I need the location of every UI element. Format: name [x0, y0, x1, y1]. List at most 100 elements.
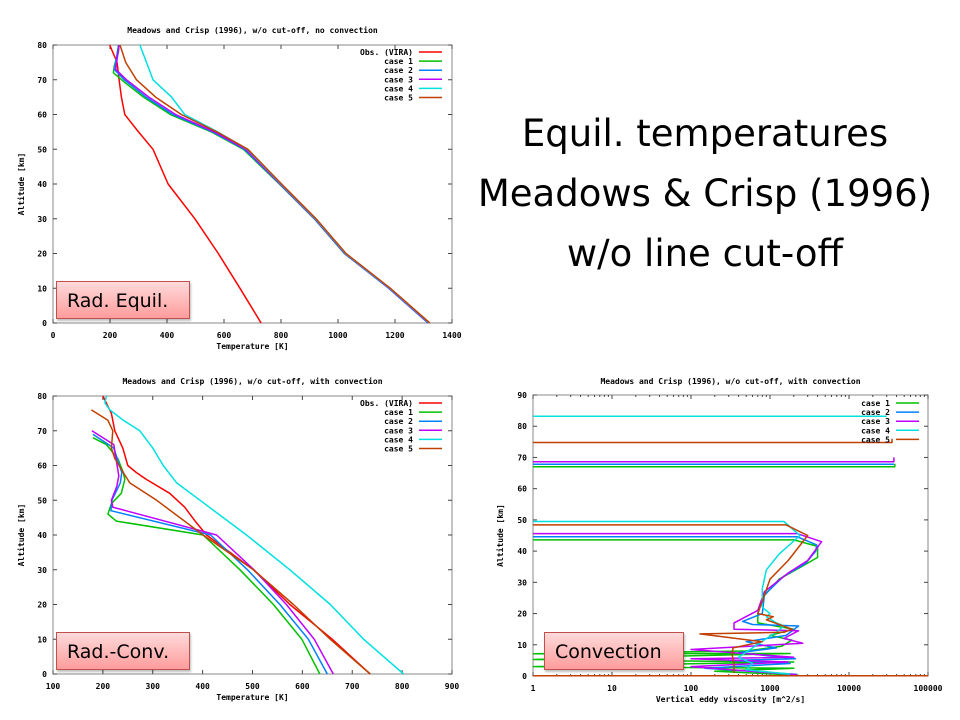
- series-line: [533, 463, 896, 468]
- y-tick-label: 70: [37, 427, 47, 436]
- y-tick-label: 80: [517, 422, 527, 431]
- x-tick-label: 1400: [442, 331, 461, 340]
- x-tick-label: 10: [607, 684, 617, 693]
- series-line: [533, 438, 893, 444]
- legend-label: case 3: [384, 426, 413, 435]
- y-tick-label: 60: [517, 485, 527, 494]
- series-line: [91, 430, 334, 675]
- chart-2: Meadows and Crisp (1996), w/o cut-off, w…: [16, 376, 459, 702]
- y-tick-label: 20: [517, 610, 527, 619]
- y-tick-label: 20: [37, 601, 47, 610]
- y-axis-label: Altitude [km]: [16, 153, 26, 216]
- series-case-3: [91, 430, 334, 675]
- y-tick-label: 20: [37, 250, 47, 259]
- heading-line-2: Meadows & Crisp (1996): [477, 172, 933, 215]
- x-tick-label: 400: [160, 331, 175, 340]
- y-axis-label: Altitude [km]: [16, 504, 26, 567]
- chart-title: Meadows and Crisp (1996), w/o cut-off, n…: [127, 25, 378, 35]
- x-tick-label: 800: [274, 331, 289, 340]
- series-line: [104, 395, 405, 675]
- x-tick-label: 1: [531, 684, 536, 693]
- y-tick-label: 0: [42, 319, 47, 328]
- y-tick-label: 40: [37, 531, 47, 540]
- y-tick-label: 30: [37, 566, 47, 575]
- legend-label: case 3: [861, 417, 890, 426]
- y-tick-label: 10: [37, 635, 47, 644]
- x-tick-label: 100000: [914, 684, 943, 693]
- series-case-5: [91, 409, 371, 675]
- legend-label: case 4: [384, 435, 413, 444]
- y-axis-label: Altitude [km]: [495, 504, 505, 567]
- x-tick-label: 400: [195, 682, 210, 691]
- y-tick-label: 10: [37, 284, 47, 293]
- x-tick-label: 200: [103, 331, 118, 340]
- x-tick-label: 800: [395, 682, 410, 691]
- legend-label: case 5: [384, 94, 413, 103]
- x-tick-label: 300: [146, 682, 161, 691]
- legend-label: case 2: [861, 408, 890, 417]
- legend-label: Obs. (VIRA): [360, 399, 413, 408]
- y-tick-label: 0: [42, 670, 47, 679]
- legend-label: case 4: [384, 84, 413, 93]
- series-line: [102, 395, 371, 675]
- y-tick-label: 30: [37, 215, 47, 224]
- y-tick-label: 50: [517, 516, 527, 525]
- series-case-4: [533, 415, 887, 675]
- legend-label: case 2: [384, 66, 413, 75]
- series-line: [119, 44, 431, 324]
- legend-label: case 1: [384, 57, 413, 66]
- y-tick-label: 70: [37, 76, 47, 85]
- convection-label: Convection: [544, 632, 684, 670]
- legend-label: case 5: [861, 435, 890, 444]
- series-case-4: [104, 395, 405, 675]
- y-tick-label: 40: [37, 180, 47, 189]
- legend-label: case 3: [384, 75, 413, 84]
- heading-line-1: Equil. temperatures: [521, 112, 889, 155]
- x-tick-label: 1000: [328, 331, 347, 340]
- y-tick-label: 0: [522, 672, 527, 681]
- legend-label: Obs. (VIRA): [360, 48, 413, 57]
- x-axis-label: Temperature [K]: [216, 693, 288, 702]
- x-tick-label: 100: [684, 684, 699, 693]
- x-tick-label: 500: [245, 682, 260, 691]
- x-tick-label: 1200: [385, 331, 404, 340]
- legend-label: case 1: [861, 399, 890, 408]
- legend-label: case 4: [861, 426, 890, 435]
- series-case-5: [533, 438, 928, 677]
- x-tick-label: 0: [51, 331, 56, 340]
- rad-equil-label: Rad. Equil.: [56, 281, 190, 319]
- x-axis-label: Vertical eddy viscosity [m^2/s]: [656, 694, 805, 704]
- y-tick-label: 50: [37, 145, 47, 154]
- series-line: [533, 524, 809, 673]
- y-tick-label: 90: [517, 391, 527, 400]
- series-line: [533, 520, 801, 675]
- y-tick-label: 60: [37, 462, 47, 471]
- x-tick-label: 200: [96, 682, 111, 691]
- series-line: [533, 532, 823, 676]
- legend-label: case 1: [384, 408, 413, 417]
- y-tick-label: 70: [517, 453, 527, 462]
- y-tick-label: 40: [517, 547, 527, 556]
- x-tick-label: 100: [46, 682, 61, 691]
- x-tick-label: 1000: [760, 684, 779, 693]
- y-tick-label: 50: [37, 496, 47, 505]
- x-tick-label: 600: [217, 331, 232, 340]
- heading-line-3: w/o line cut-off: [566, 232, 844, 275]
- x-tick-label: 900: [445, 682, 460, 691]
- y-tick-label: 30: [517, 578, 527, 587]
- series-line: [533, 457, 895, 463]
- x-tick-label: 600: [295, 682, 310, 691]
- legend-label: case 5: [384, 445, 413, 454]
- y-tick-label: 80: [37, 392, 47, 401]
- x-tick-label: 10000: [837, 684, 861, 693]
- y-tick-label: 80: [37, 41, 47, 50]
- chart-title: Meadows and Crisp (1996), w/o cut-off, w…: [600, 376, 860, 386]
- x-axis-label: Temperature [K]: [216, 342, 288, 351]
- series-case-5: [119, 44, 431, 324]
- chart-title: Meadows and Crisp (1996), w/o cut-off, w…: [122, 376, 382, 386]
- series-line: [91, 409, 371, 675]
- chart-1: Meadows and Crisp (1996), w/o cut-off, n…: [16, 25, 462, 351]
- slide-heading: Equil. temperatures Meadows & Crisp (199…: [460, 104, 950, 284]
